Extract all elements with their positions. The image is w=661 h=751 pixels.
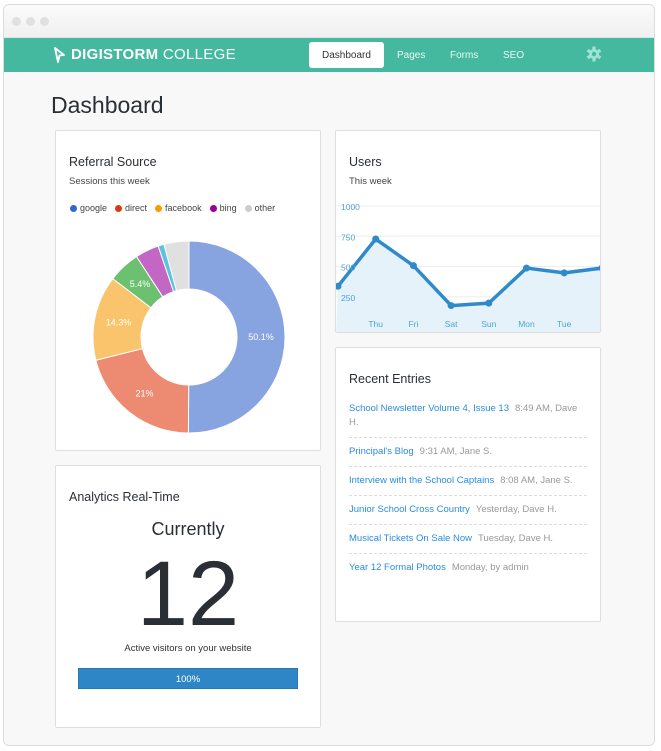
donut-slice[interactable] [187,240,286,434]
list-item: School Newsletter Volume 4, Issue 13 8:49… [349,395,587,438]
brand-light: COLLEGE [162,46,236,63]
y-tick-label: 750 [341,232,355,242]
entry-link[interactable]: Interview with the School Captains [349,475,495,486]
slice-label: 50.1% [248,332,274,342]
area-fill [336,239,600,332]
data-point[interactable] [598,265,601,272]
recent-entries-card: Recent Entries School Newsletter Volume … [335,347,601,622]
entry-link[interactable]: Year 12 Formal Photos [349,562,446,573]
data-point[interactable] [409,262,417,270]
legend-label: direct [125,203,148,213]
y-tick-label: 1000 [341,202,360,212]
visitor-caption: Active visitors on your website [124,643,252,654]
x-tick-label: Mon [518,319,535,329]
entry-meta: 8:08 AM, Jane S. [500,475,573,486]
slice-label: 5.4% [130,279,151,289]
logo[interactable]: DIGISTORM COLLEGE [54,46,236,63]
data-point[interactable] [336,282,342,290]
entry-link[interactable]: Principal's Blog [349,446,414,457]
legend-swatch [115,204,123,212]
x-tick-label: Thu [368,319,383,329]
y-tick-label: 500 [341,263,355,273]
legend-swatch [155,204,163,212]
legend-item[interactable]: facebook [155,203,202,213]
legend-swatch [209,204,217,212]
list-item: Junior School Cross Country Yesterday, Da… [349,496,587,525]
data-point[interactable] [447,302,455,310]
list-item: Musical Tickets On Sale Now Tuesday, Dave… [349,525,587,554]
tab-forms[interactable]: Forms [450,50,479,61]
maximize-window-button[interactable] [40,17,49,26]
entry-link[interactable]: Junior School Cross Country [349,504,470,515]
list-item: Interview with the School Captains 8:08 A… [349,467,587,496]
title-bar [4,5,654,38]
card-title: Recent Entries [349,372,431,386]
referral-donut-chart: 50.1% 21% 14.3% 5.4% [92,240,286,434]
entry-link[interactable]: Musical Tickets On Sale Now [349,533,473,544]
card-title: Referral Source [69,155,157,169]
progress-bar: 100% [78,668,298,689]
x-tick-label: Sun [481,319,496,329]
tab-seo[interactable]: SEO [503,50,525,61]
legend-item[interactable]: google [70,203,107,213]
data-point[interactable] [485,299,493,307]
x-tick-label: Sat [445,319,458,329]
legend-label: bing [219,203,237,213]
data-point[interactable] [523,264,530,272]
analytics-card: Analytics Real-Time Currently 12 Active … [55,465,321,728]
entry-link[interactable]: School Newsletter Volume 4, Issue 13 [349,403,510,414]
legend-label: facebook [165,203,202,213]
chart-legend: google direct facebook bing other [70,203,275,213]
tab-pages[interactable]: Pages [397,50,426,61]
cursor-logo-icon [54,46,65,63]
visitor-count: 12 [136,543,240,645]
tab-dashboard[interactable]: Dashboard [309,42,384,68]
y-tick-label: 250 [341,293,355,303]
minimize-window-button[interactable] [26,17,35,26]
x-tick-label: Fri [408,319,418,329]
top-nav: DIGISTORM COLLEGE Dashboard Pages Forms … [4,38,654,72]
entry-meta: Tuesday, Dave H. [478,533,553,544]
card-title: Analytics Real-Time [69,490,180,504]
referral-source-card: Referral Source Sessions this week googl… [55,130,321,451]
close-window-button[interactable] [12,17,21,26]
page-title: Dashboard [51,92,164,118]
card-subtitle: Sessions this week [69,176,150,187]
legend-item[interactable]: bing [209,203,237,213]
data-point[interactable] [372,235,380,243]
data-point[interactable] [560,269,568,277]
legend-label: other [254,203,276,213]
users-line-chart: 250 500 750 1000 Thu Fri Sat Sun Mon Tue [336,202,601,332]
donut-slice[interactable] [95,348,190,434]
card-subtitle: This week [349,176,392,187]
legend-swatch [244,204,252,212]
x-tick-label: Tue [557,319,572,329]
entry-meta: 9:31 AM, Jane S. [419,446,493,457]
series-line [336,237,600,308]
card-title: Users [349,155,382,169]
entry-meta: Monday, by admin [451,562,529,573]
legend-item[interactable]: other [244,203,276,213]
entry-meta: Yesterday, Dave H. [475,504,557,515]
list-item: Year 12 Formal Photos Monday, by admin [349,554,587,582]
entry-meta: 8:49 AM, Dave H. [349,403,578,428]
legend-label: google [80,203,108,213]
slice-label: 21% [136,389,154,399]
legend-item[interactable]: direct [115,203,147,213]
donut-slice[interactable] [163,240,190,292]
currently-heading: Currently [151,519,225,539]
gear-icon[interactable] [586,46,602,62]
users-card: Users This week 250 500 750 1000 Thu Fri Sat Su… [335,130,601,333]
legend-swatch [70,204,77,212]
list-item: Principal's Blog 9:31 AM, Jane S. [349,438,587,467]
slice-label: 14.3% [106,317,132,327]
entries-list: School Newsletter Volume 4, Issue 13 8:49… [349,395,587,582]
brand-bold: DIGISTORM [71,46,159,63]
